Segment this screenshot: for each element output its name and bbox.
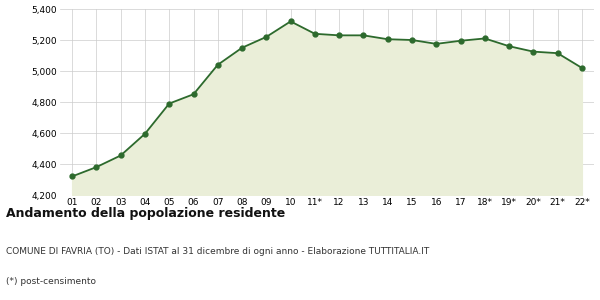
Text: COMUNE DI FAVRIA (TO) - Dati ISTAT al 31 dicembre di ogni anno - Elaborazione TU: COMUNE DI FAVRIA (TO) - Dati ISTAT al 31… bbox=[6, 247, 429, 256]
Text: Andamento della popolazione residente: Andamento della popolazione residente bbox=[6, 208, 285, 220]
Text: (*) post-censimento: (*) post-censimento bbox=[6, 277, 96, 286]
